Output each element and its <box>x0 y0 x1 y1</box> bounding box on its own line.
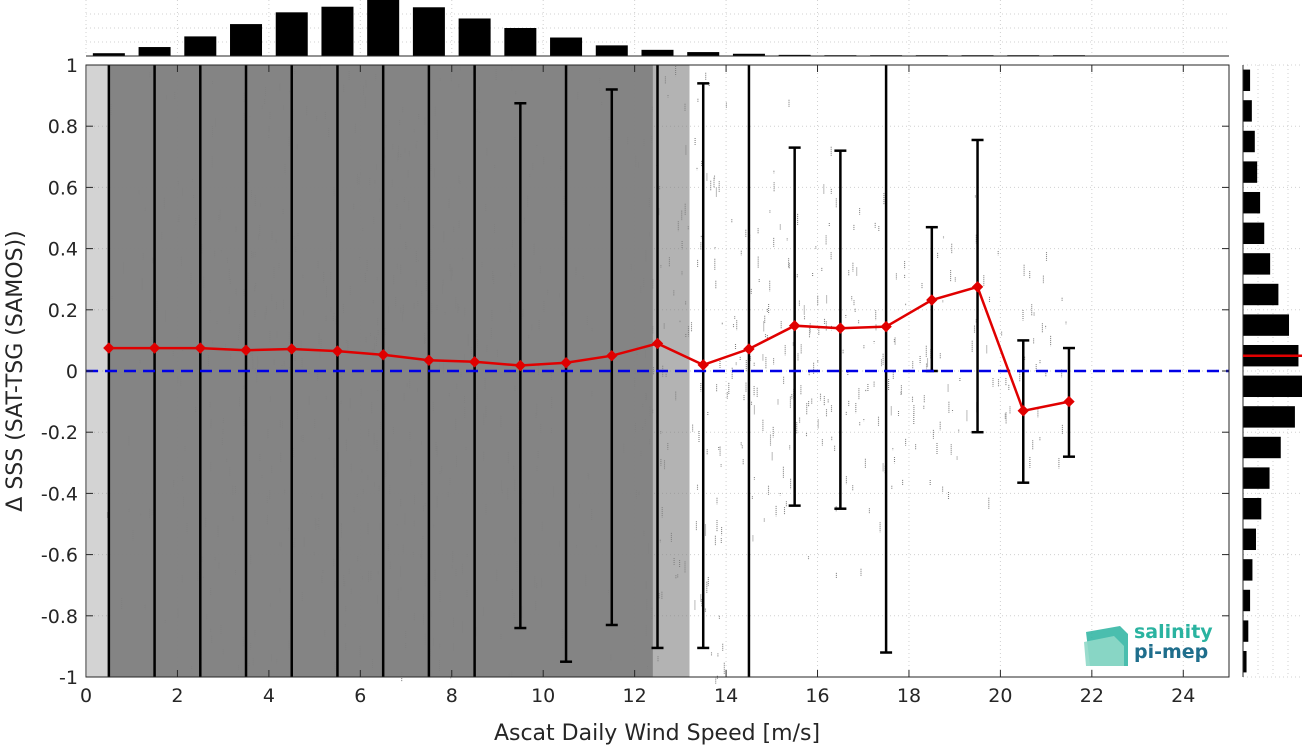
x-tick-label: 20 <box>988 685 1012 707</box>
y-axis-label: Δ SSS (SAT-TSG (SAMOS)) <box>3 230 28 511</box>
x-tick-label: 18 <box>897 685 921 707</box>
binned-mean-series <box>103 281 1075 417</box>
right-histogram-bar <box>1243 253 1271 275</box>
right-histogram-bar <box>1243 314 1290 336</box>
top-histogram-bar <box>504 28 537 56</box>
right-histogram-bar <box>1243 528 1256 551</box>
mean-marker <box>880 320 892 333</box>
top-histogram-bar <box>641 49 674 56</box>
mean-marker <box>194 342 207 354</box>
x-tick-label: 14 <box>714 685 738 707</box>
x-tick-label: 0 <box>80 685 92 707</box>
right-histogram-bar <box>1243 436 1281 459</box>
mean-marker <box>606 349 618 362</box>
y-tick-label: 0.8 <box>48 116 78 138</box>
mean-marker <box>651 337 664 350</box>
right-histogram-bar <box>1243 191 1261 214</box>
top-histogram-bar <box>184 36 217 56</box>
right-histogram-bar <box>1243 650 1247 673</box>
mean-marker <box>560 357 572 369</box>
mean-marker <box>834 322 847 334</box>
top-histogram-bar <box>275 12 308 56</box>
main-axes: 0 2 4 6 8 10 12 14 16 18 20 22 24-1-0.8-0.6-0.4-0.20… <box>41 55 1230 707</box>
mean-marker <box>103 342 115 354</box>
y-tick-label: -0.2 <box>41 422 78 444</box>
mean-marker <box>1017 405 1029 417</box>
top-histogram-bar <box>230 24 263 56</box>
mean-marker <box>697 359 709 371</box>
mean-marker <box>788 320 801 332</box>
y-tick-label: -0.4 <box>41 483 78 505</box>
right-histogram-bar <box>1243 406 1295 428</box>
x-tick-label: 2 <box>171 685 183 707</box>
right-histogram-bar <box>1243 283 1279 306</box>
x-tick-label: 24 <box>1171 685 1195 707</box>
x-tick-label: 10 <box>531 685 555 707</box>
right-histogram-bar <box>1243 222 1265 245</box>
mean-marker <box>468 356 481 368</box>
x-tick-label: 12 <box>623 685 647 707</box>
mean-marker <box>148 342 161 354</box>
logo-wave-mark-light <box>1084 636 1124 666</box>
right-histogram-bar <box>1243 375 1302 398</box>
mean-marker <box>331 345 344 357</box>
x-axis-label: Ascat Daily Wind Speed [m/s] <box>494 721 820 746</box>
x-tick-label: 4 <box>263 685 275 707</box>
top-histogram-bar <box>367 0 400 56</box>
right-histogram-bar <box>1243 69 1251 92</box>
top-histogram-bar <box>412 7 445 57</box>
axis-ticks: 0 2 4 6 8 10 12 14 16 18 20 22 24-1-0.8-0.6-0.4-0.20… <box>41 55 1229 707</box>
right-histogram-bar <box>1243 559 1253 581</box>
x-tick-label: 8 <box>446 685 458 707</box>
top-histogram <box>85 0 1229 57</box>
y-tick-label: -0.8 <box>41 606 78 628</box>
top-histogram-bar <box>321 6 354 56</box>
mean-marker <box>286 343 298 355</box>
top-histogram-bar <box>138 47 171 56</box>
mean-marker <box>971 281 984 293</box>
y-tick-label: 0.4 <box>48 239 78 261</box>
x-tick-label: 16 <box>805 685 829 707</box>
right-histogram-bar <box>1243 620 1249 642</box>
right-histogram-bar <box>1243 130 1255 153</box>
salinity-pi-mep-logo: salinity pi-mep <box>1084 621 1213 666</box>
mean-marker <box>377 349 389 361</box>
mean-marker <box>743 343 755 355</box>
top-histogram-bar <box>595 45 628 56</box>
right-histogram <box>1242 64 1302 678</box>
top-histogram-bar <box>778 54 811 56</box>
mean-marker <box>423 354 435 366</box>
mean-marker <box>514 359 527 372</box>
mean-marker <box>240 344 252 356</box>
logo-text-salinity: salinity <box>1134 621 1213 643</box>
top-histogram-bar <box>732 53 765 56</box>
y-tick-label: 0 <box>66 361 78 383</box>
right-histogram-bar <box>1243 467 1270 489</box>
x-tick-label: 22 <box>1080 685 1104 707</box>
right-histogram-bar <box>1243 100 1252 122</box>
right-histogram-bar <box>1243 161 1258 183</box>
right-histogram-bar <box>1243 497 1262 520</box>
y-tick-label: 0.2 <box>48 300 78 322</box>
mean-marker <box>1063 395 1075 408</box>
top-histogram-bar <box>550 37 583 56</box>
x-tick-label: 6 <box>354 685 366 707</box>
y-tick-label: 0.6 <box>48 177 78 199</box>
scatter-points-path <box>106 65 1067 684</box>
logo-text-pi-mep: pi-mep <box>1134 641 1208 663</box>
y-tick-label: -1 <box>59 667 78 689</box>
top-histogram-bar <box>687 52 720 56</box>
mean-marker <box>926 294 938 306</box>
right-histogram-bar <box>1243 589 1251 612</box>
mean-line <box>108 285 1070 413</box>
y-tick-label: -0.6 <box>41 545 78 567</box>
y-tick-label: 1 <box>66 55 78 77</box>
top-histogram-bar <box>92 53 125 56</box>
top-histogram-bar <box>458 18 491 56</box>
